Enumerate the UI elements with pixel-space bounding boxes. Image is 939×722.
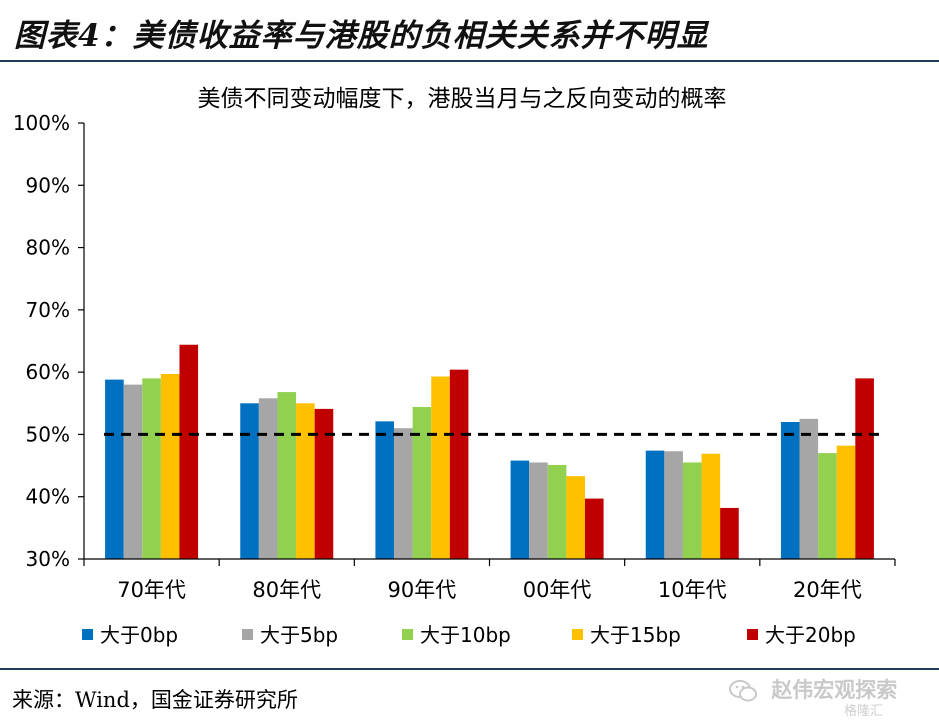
x-tick-label: 10年代 xyxy=(658,578,727,602)
bar xyxy=(431,376,450,559)
figure-footer: 来源：Wind，国金证券研究所 赵伟宏观探索 格隆汇 xyxy=(0,668,939,722)
y-tick-label: 60% xyxy=(26,360,70,384)
bar xyxy=(510,460,530,559)
watermark: 赵伟宏观探索 xyxy=(728,674,897,704)
y-tick-label: 50% xyxy=(26,422,70,446)
bar xyxy=(105,379,124,559)
corner-mark: 格隆汇 xyxy=(844,704,884,719)
source-note: 来源：Wind，国金证券研究所 xyxy=(12,688,298,712)
bar xyxy=(645,450,665,559)
wechat-icon xyxy=(729,680,757,702)
x-axis: 70年代 80年代 90年代 00年代 10年代 20年代 xyxy=(83,558,896,602)
bar xyxy=(529,462,548,559)
bar xyxy=(277,392,297,559)
legend-label: 大于20bp xyxy=(765,623,856,647)
bar xyxy=(240,403,259,559)
y-tick-label: 100% xyxy=(13,111,70,135)
bar xyxy=(412,407,432,559)
bar xyxy=(314,408,334,559)
bar xyxy=(142,378,161,559)
x-tick-label: 20年代 xyxy=(793,578,862,602)
bars xyxy=(105,344,874,559)
figure-header: 图表4：美债收益率与港股的负相关关系并不明显 xyxy=(0,0,939,62)
bar xyxy=(179,344,199,559)
x-tick-label: 90年代 xyxy=(388,578,457,602)
bar xyxy=(664,451,683,559)
y-tick-label: 40% xyxy=(26,485,70,509)
bar xyxy=(720,507,739,559)
legend: 大于0bp 大于5bp 大于10bp 大于15bp 大于20bp xyxy=(82,623,856,647)
legend-label: 大于0bp xyxy=(100,623,178,647)
bar xyxy=(160,374,180,559)
bar xyxy=(566,476,585,559)
bar xyxy=(682,462,702,559)
legend-swatch xyxy=(402,629,413,640)
x-tick-label: 80年代 xyxy=(252,578,321,602)
watermark-text: 赵伟宏观探索 xyxy=(771,678,898,702)
x-tick-label: 00年代 xyxy=(523,578,592,602)
bar xyxy=(701,453,721,559)
bar xyxy=(123,384,143,559)
bar xyxy=(799,418,819,559)
bar xyxy=(394,428,413,559)
bar xyxy=(375,421,395,559)
legend-swatch xyxy=(572,629,583,640)
bar-chart: 美债不同变动幅度下，港股当月与之反向变动的概率 30% 40% 50% 60% 70% 8… xyxy=(13,86,896,647)
figure-title: 图表4：美债收益率与港股的负相关关系并不明显 xyxy=(14,18,709,54)
bar xyxy=(836,445,856,559)
legend-swatch xyxy=(242,629,253,640)
legend-swatch xyxy=(82,629,93,640)
legend-swatch xyxy=(747,629,758,640)
bar xyxy=(547,464,567,559)
legend-label: 大于5bp xyxy=(260,623,338,647)
x-tick-label: 70年代 xyxy=(117,578,186,602)
legend-label: 大于10bp xyxy=(420,623,511,647)
bar xyxy=(296,403,315,559)
bar xyxy=(855,378,874,559)
legend-label: 大于15bp xyxy=(590,623,681,647)
bar xyxy=(258,398,278,559)
bar xyxy=(780,421,800,559)
bar xyxy=(818,453,837,559)
bar xyxy=(584,498,604,559)
y-axis: 30% 40% 50% 60% 70% 80% 90% 100% xyxy=(13,111,85,571)
y-tick-label: 90% xyxy=(26,173,70,197)
y-tick-label: 80% xyxy=(26,236,70,260)
chart-title: 美债不同变动幅度下，港股当月与之反向变动的概率 xyxy=(198,86,727,112)
y-tick-label: 30% xyxy=(26,547,70,571)
bar xyxy=(449,369,469,559)
y-tick-label: 70% xyxy=(26,298,70,322)
